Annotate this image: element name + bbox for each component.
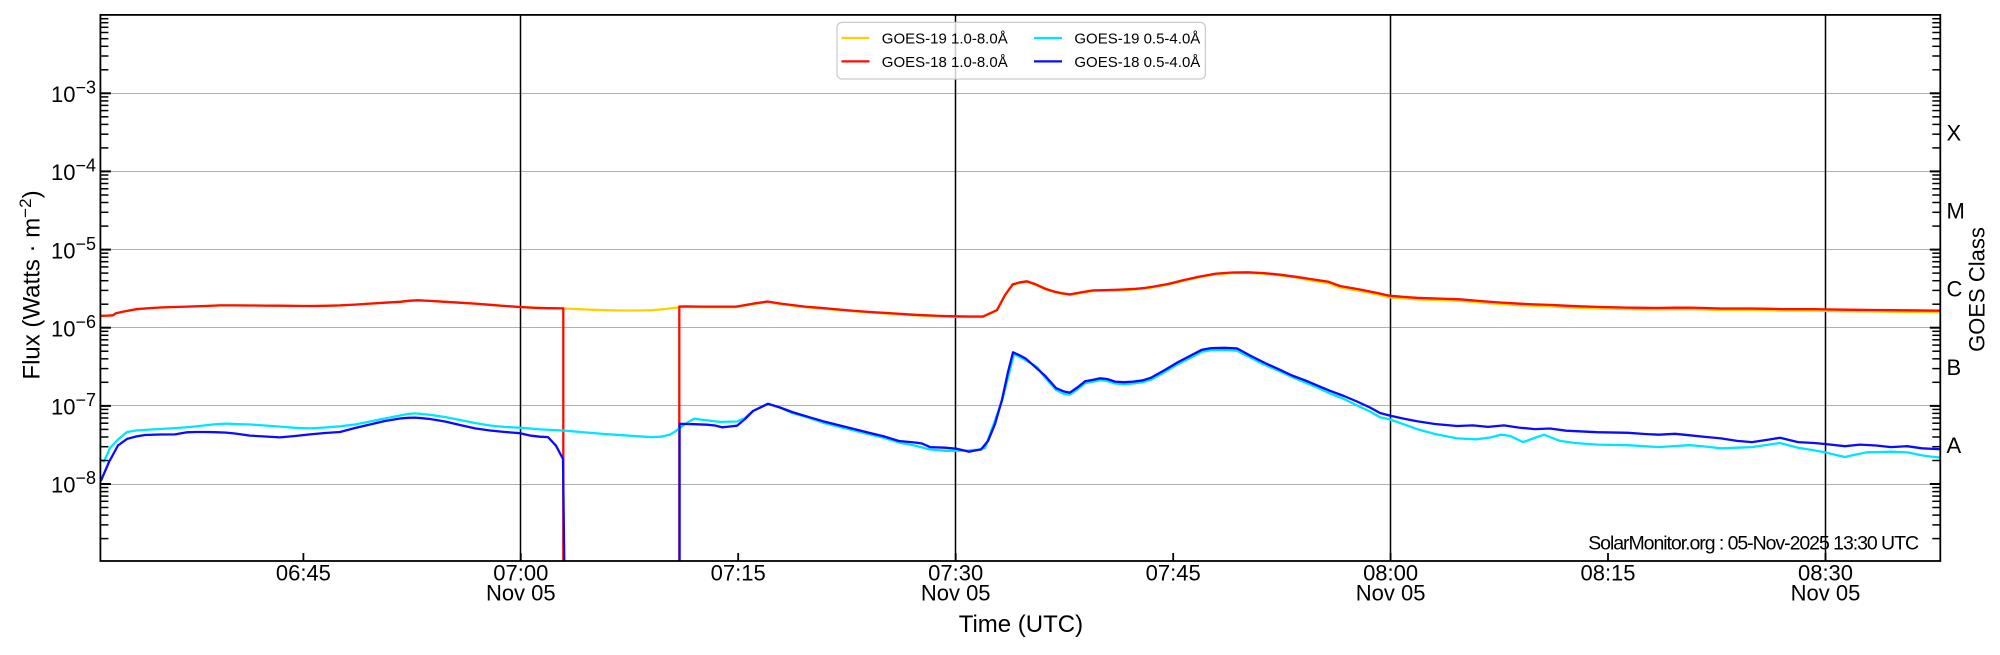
svg-text:07:15: 07:15 — [711, 561, 766, 586]
svg-text:08:15: 08:15 — [1580, 561, 1635, 586]
svg-text:Flux (Watts · m−2): Flux (Watts · m−2) — [16, 190, 46, 379]
svg-text:GOES-19 0.5-4.0Å: GOES-19 0.5-4.0Å — [1074, 31, 1200, 48]
svg-text:M: M — [1947, 199, 1965, 224]
svg-text:07:30: 07:30 — [928, 561, 983, 586]
svg-text:08:00: 08:00 — [1363, 561, 1418, 586]
svg-text:07:45: 07:45 — [1146, 561, 1201, 586]
svg-text:06:45: 06:45 — [276, 561, 331, 586]
svg-text:GOES-18 1.0-8.0Å: GOES-18 1.0-8.0Å — [882, 54, 1008, 71]
svg-text:GOES-19 1.0-8.0Å: GOES-19 1.0-8.0Å — [882, 31, 1008, 48]
svg-text:C: C — [1947, 277, 1963, 302]
svg-text:GOES-18 0.5-4.0Å: GOES-18 0.5-4.0Å — [1074, 54, 1200, 71]
svg-text:SolarMonitor.org : 05-Nov-2025: SolarMonitor.org : 05-Nov-2025 13:30 UTC — [1588, 533, 1919, 555]
svg-text:B: B — [1947, 355, 1962, 380]
svg-text:Nov 05: Nov 05 — [1791, 580, 1861, 605]
svg-text:Nov 05: Nov 05 — [1356, 580, 1426, 605]
svg-text:X: X — [1947, 120, 1962, 145]
svg-text:07:00: 07:00 — [493, 561, 548, 586]
svg-text:10−3: 10−3 — [51, 78, 96, 108]
svg-text:08:30: 08:30 — [1798, 561, 1853, 586]
svg-text:Nov 05: Nov 05 — [921, 580, 991, 605]
svg-text:Time (UTC): Time (UTC) — [959, 611, 1083, 638]
svg-text:GOES Class: GOES Class — [1965, 227, 1990, 352]
svg-text:A: A — [1947, 433, 1962, 458]
svg-text:Nov 05: Nov 05 — [486, 580, 556, 605]
svg-text:10−8: 10−8 — [51, 468, 96, 498]
